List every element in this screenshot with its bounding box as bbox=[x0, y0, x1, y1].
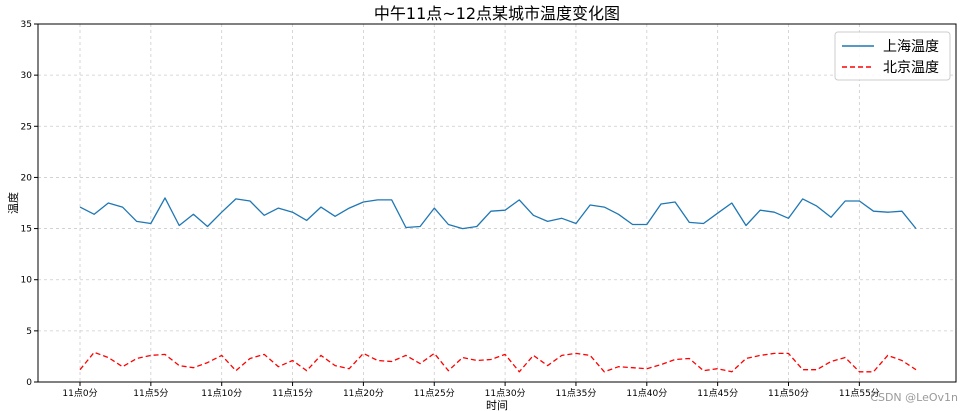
y-axis-ticks: 0 5 10 15 20 25 30 35 bbox=[21, 20, 38, 388]
x-axis-label: 时间 bbox=[486, 399, 508, 411]
legend-label-1: 北京温度 bbox=[883, 60, 939, 76]
x-tick-label: 11点10分 bbox=[201, 388, 242, 399]
x-tick-label: 11点25分 bbox=[414, 388, 455, 399]
series-line-0 bbox=[79, 197, 917, 230]
x-tick-label: 11点5分 bbox=[133, 388, 168, 399]
y-tick-label: 35 bbox=[21, 20, 32, 30]
x-tick-label: 11点0分 bbox=[62, 388, 97, 399]
y-tick-label: 20 bbox=[21, 173, 33, 183]
y-tick-label: 15 bbox=[21, 225, 32, 235]
y-axis-label: 温度 bbox=[6, 192, 20, 214]
x-tick-label: 11点35分 bbox=[555, 388, 596, 399]
y-tick-label: 5 bbox=[26, 327, 32, 337]
plot-frame bbox=[37, 23, 957, 383]
x-tick-label: 11点45分 bbox=[697, 388, 738, 399]
series-line-1 bbox=[79, 351, 917, 373]
watermark: CSDN @LeOv1n bbox=[870, 391, 958, 404]
y-tick-label: 0 bbox=[26, 378, 32, 388]
legend-label-0: 上海温度 bbox=[883, 39, 939, 55]
x-tick-label: 11点50分 bbox=[768, 388, 809, 399]
chart-title: 中午11点~12点某城市温度变化图 bbox=[374, 4, 620, 23]
x-tick-label: 11点30分 bbox=[485, 388, 526, 399]
x-tick-label: 11点20分 bbox=[343, 388, 384, 399]
x-tick-label: 11点15分 bbox=[272, 388, 313, 399]
y-tick-label: 10 bbox=[21, 276, 33, 286]
series-lines bbox=[79, 197, 917, 373]
y-tick-label: 25 bbox=[21, 122, 32, 132]
x-axis-ticks: 11点0分 11点5分 11点10分 11点15分 11点20分 11点25分 11点30分… bbox=[62, 382, 880, 399]
x-tick-label: 11点55分 bbox=[839, 388, 880, 399]
y-tick-label: 30 bbox=[21, 71, 33, 81]
x-tick-label: 11点40分 bbox=[626, 388, 667, 399]
legend-box bbox=[834, 31, 951, 81]
grid-lines bbox=[38, 23, 956, 383]
